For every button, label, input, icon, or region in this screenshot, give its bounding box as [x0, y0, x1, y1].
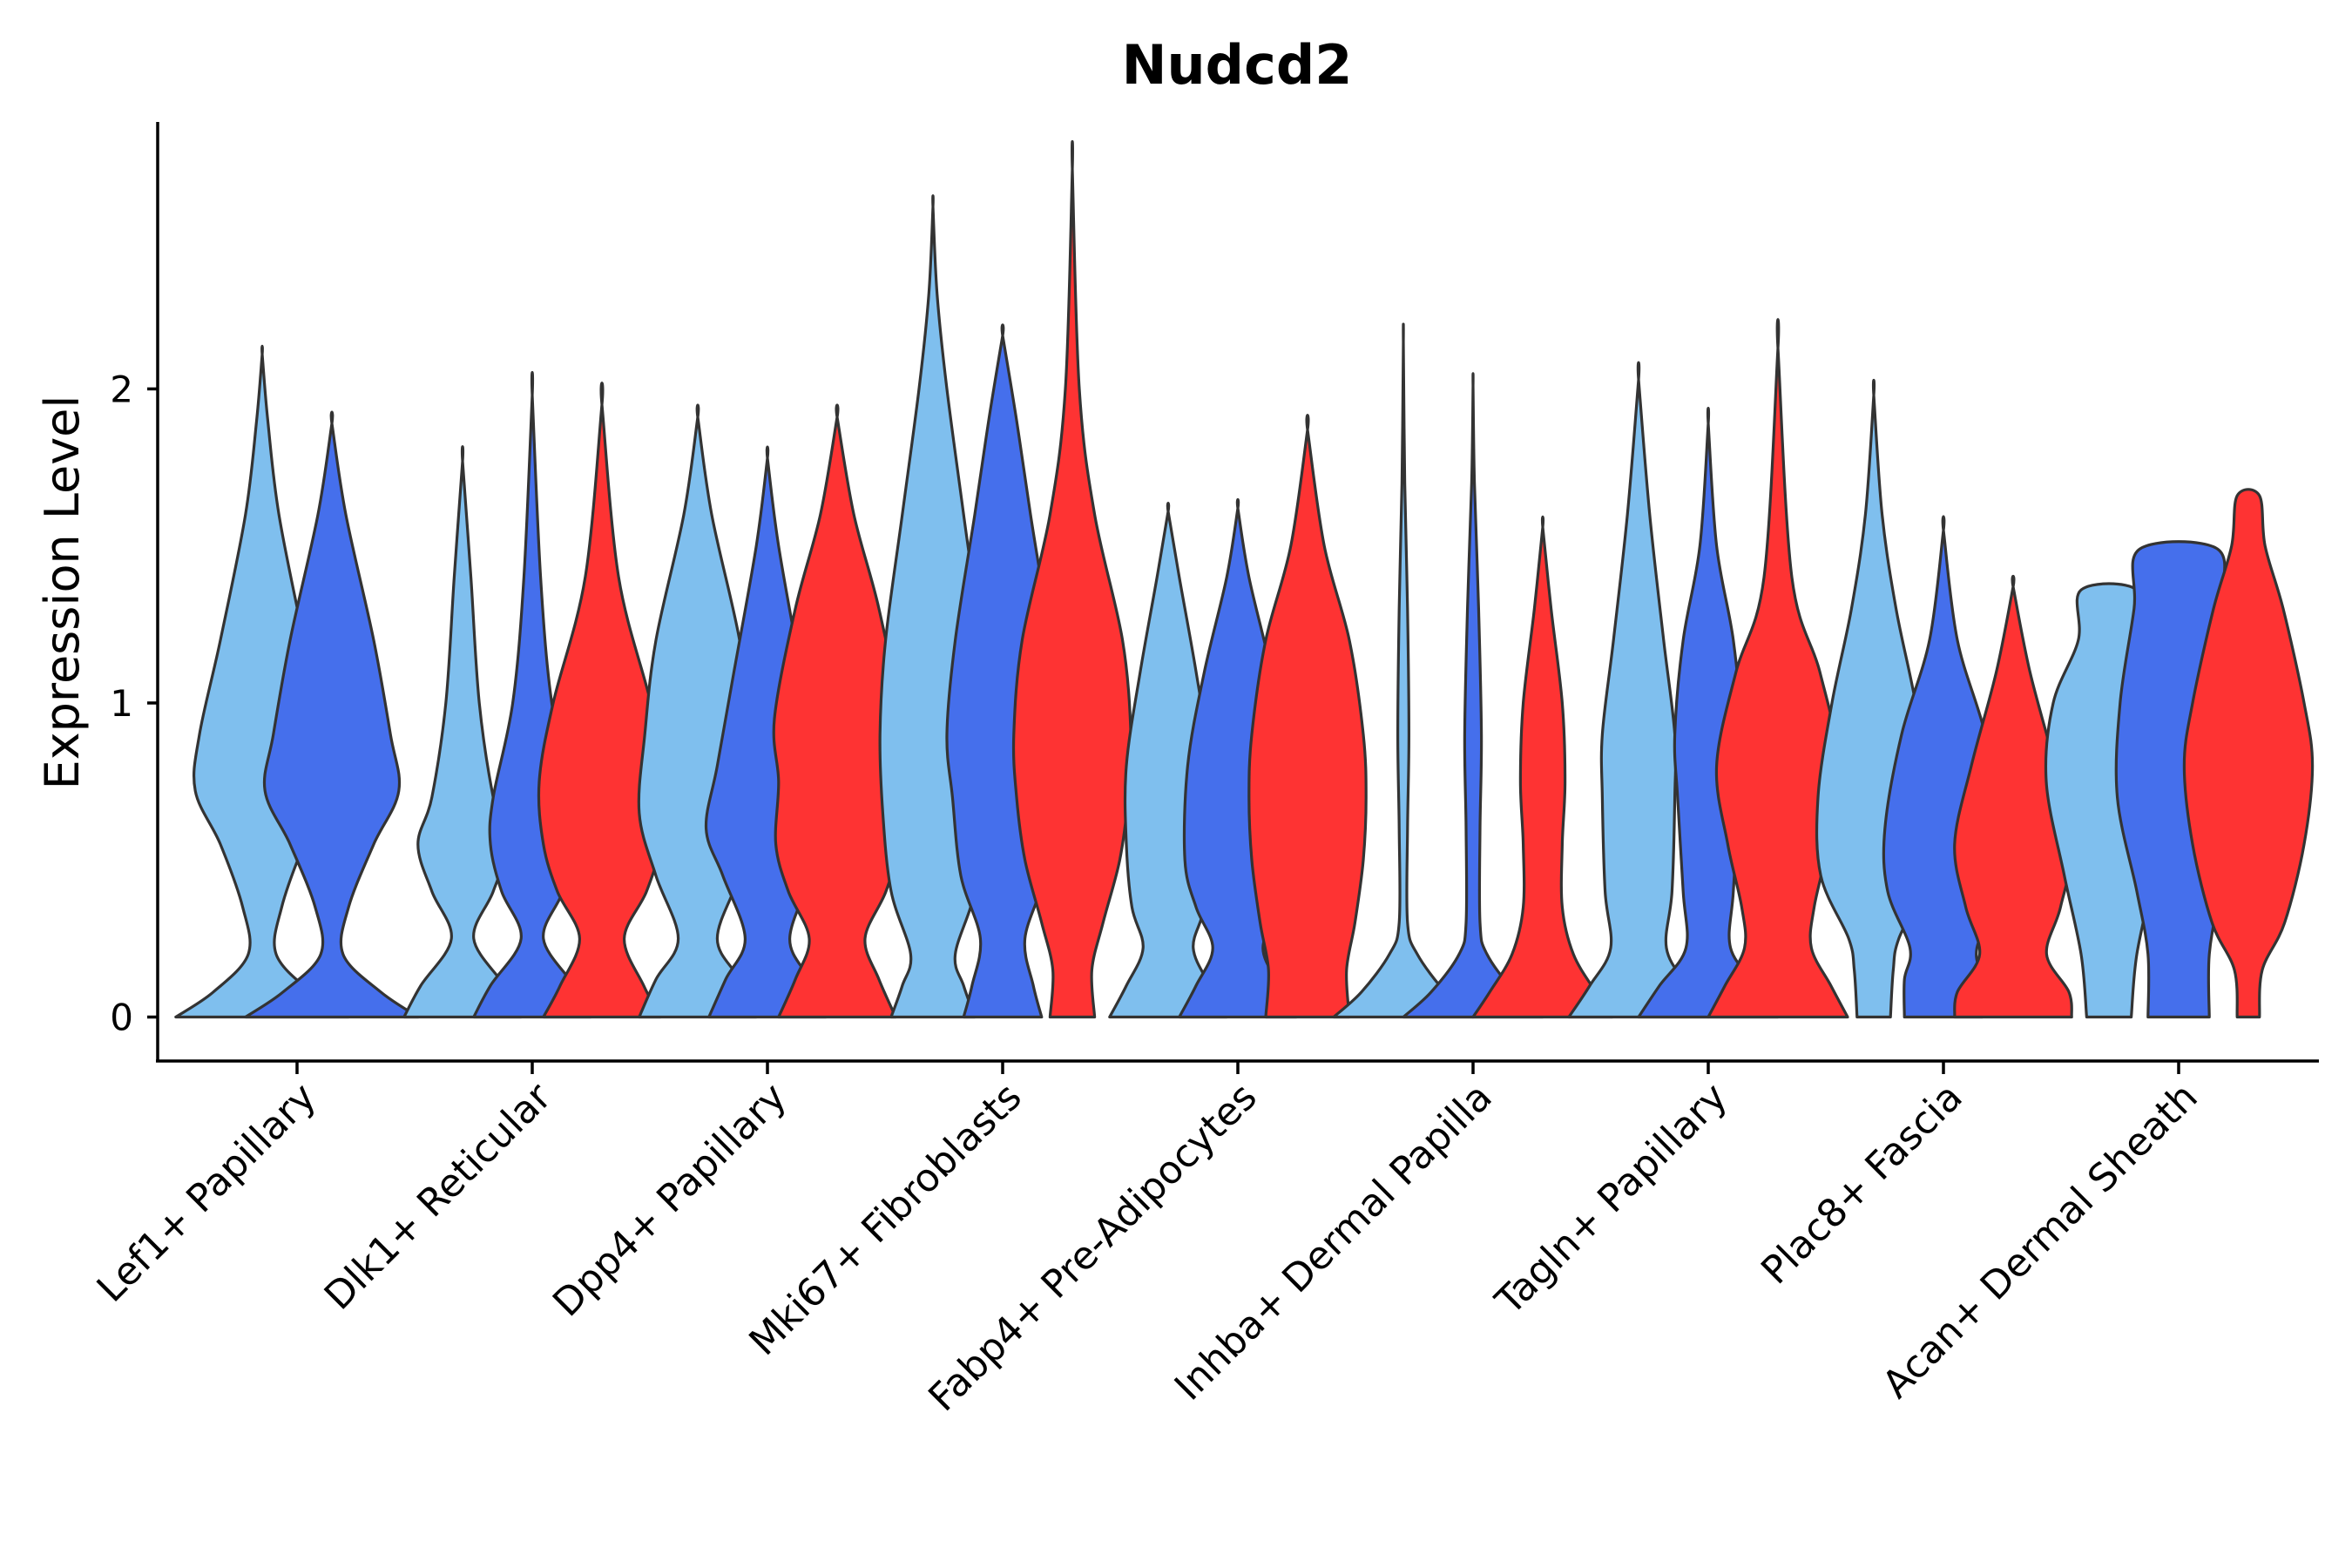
violin-6-2: [1402, 372, 1544, 1019]
y-tick-label-1: 1: [110, 682, 133, 725]
violin-group-6: [1332, 322, 1614, 1019]
violin-2-1: [402, 445, 523, 1019]
violin-2-3: [537, 382, 667, 1019]
violin-group-2: [402, 371, 667, 1019]
x-tick-label-2: Dlk1+ Reticular: [316, 1074, 561, 1319]
violin-6-1: [1332, 322, 1475, 1019]
chart-title: Nudcd2: [1122, 33, 1353, 97]
violin-group-5: [1108, 414, 1368, 1019]
violin-8-3: [1953, 574, 2073, 1019]
y-axis-label: Expression Level: [35, 395, 90, 790]
violin-1-2: [244, 410, 420, 1019]
violins-layer: [174, 139, 2315, 1019]
y-tick-label-2: 2: [110, 368, 133, 410]
x-tick-label-1: Lef1+ Papillary: [89, 1075, 325, 1311]
violin-9-3: [2182, 488, 2315, 1019]
y-tick-label-0: 0: [110, 997, 133, 1039]
x-tick-label-7: Tagln+ Papillary: [1487, 1075, 1736, 1324]
violin-group-8: [1815, 378, 2073, 1019]
violin-6-3: [1471, 515, 1614, 1019]
x-tick-label-8: Plac8+ Fascia: [1753, 1075, 1971, 1294]
violin-7-2: [1637, 406, 1780, 1019]
y-ticks: 0 1 2: [110, 368, 158, 1039]
violin-group-4: [878, 139, 1133, 1019]
violin-group-7: [1567, 318, 1849, 1019]
violin-group-3: [637, 403, 902, 1019]
violin-7-3: [1707, 318, 1849, 1019]
violin-5-3: [1247, 414, 1368, 1019]
violin-7-1: [1567, 361, 1710, 1019]
violin-group-9: [2044, 488, 2315, 1019]
x-tick-label-3: Dpp4+ Papillary: [544, 1075, 795, 1326]
violin-group-1: [174, 344, 420, 1019]
